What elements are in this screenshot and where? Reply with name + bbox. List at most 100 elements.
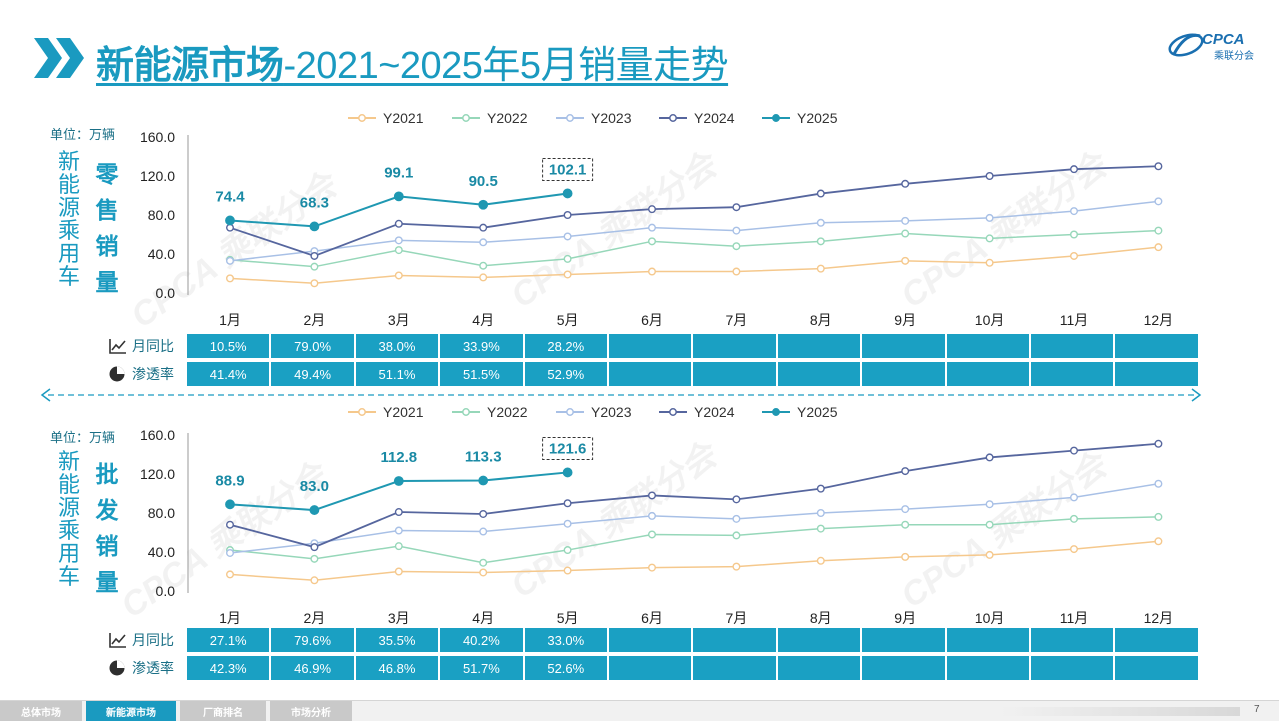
data-point-y2023 [394, 526, 403, 535]
data-point-y2022 [985, 234, 994, 243]
side-label-char: 新 [57, 449, 80, 474]
data-point-y2022 [816, 524, 825, 533]
trend-line-icon [109, 339, 126, 354]
x-tick-label: 9月 [894, 312, 916, 328]
data-point-y2021 [394, 271, 403, 280]
table-cell-yoy: 38.0% [355, 334, 439, 358]
separator-arrow-right [1191, 388, 1202, 402]
data-point-y2025 [309, 505, 320, 515]
x-tick-label: 5月 [557, 312, 579, 328]
row-label-text: 月同比 [132, 338, 174, 354]
data-point-y2022 [985, 520, 994, 529]
table-cell-pen: 46.8% [355, 656, 439, 680]
table-cell-yoy [777, 334, 861, 358]
side-label-char: 车 [57, 264, 80, 290]
legend-marker-y2023 [566, 408, 574, 416]
y-tick-label: 160.0 [140, 129, 175, 145]
data-point-y2024 [563, 499, 572, 508]
x-tick-label: 7月 [726, 312, 748, 328]
x-tick-label: 5月 [557, 610, 579, 626]
data-point-y2021 [816, 264, 825, 273]
legend-marker-y2023 [566, 114, 574, 122]
data-point-y2022 [1154, 226, 1163, 235]
cpca-logo: CPCA 乘联分会 [1168, 31, 1254, 62]
data-point-y2021 [310, 279, 319, 288]
x-tick-label: 9月 [894, 610, 916, 626]
legend-label-y2021: Y2021 [383, 404, 424, 420]
table-cell-yoy [609, 628, 692, 652]
table-cell-yoy: 27.1% [187, 628, 270, 652]
data-point-y2021 [479, 568, 488, 577]
double-chevron-icon [34, 38, 84, 78]
pie-chart-icon [109, 366, 125, 382]
table-cell-yoy [1115, 628, 1198, 652]
data-point-y2024 [648, 491, 657, 500]
tab-overall-market[interactable]: 总体市场 [0, 701, 82, 721]
table-cell-pen [777, 656, 861, 680]
data-label-y2025: 74.4 [215, 188, 245, 205]
data-point-y2023 [1069, 493, 1078, 502]
series-line-y2023 [229, 483, 1159, 554]
data-point-y2021 [732, 562, 741, 571]
x-tick-label: 10月 [975, 312, 1005, 328]
table-cell-yoy [693, 334, 776, 358]
table-cell-yoy [862, 334, 945, 358]
row-label-text: 渗透率 [132, 660, 174, 676]
data-point-y2024 [1154, 439, 1163, 448]
table-cell-pen: 46.9% [271, 656, 354, 680]
data-point-y2022 [1154, 512, 1163, 521]
logo-sub: 乘联分会 [1214, 49, 1254, 62]
data-point-y2022 [901, 229, 910, 238]
table-cell-yoy [862, 628, 945, 652]
tab-market-analysis[interactable]: 市场分析 [270, 701, 352, 721]
series-line-y2023 [229, 200, 1159, 262]
series-line-y2024 [229, 165, 1159, 257]
table-cell-pen: 51.5% [440, 362, 523, 386]
trend-line-icon [109, 633, 126, 648]
legend-label-y2024: Y2024 [694, 110, 735, 126]
data-point-y2022 [394, 246, 403, 255]
tab-nev-market[interactable]: 新能源市场 [86, 701, 176, 721]
table-cell-pen: 51.1% [355, 362, 439, 386]
data-point-y2021 [1069, 251, 1078, 260]
x-tick-label: 3月 [388, 312, 410, 328]
table-cell-yoy: 10.5% [187, 334, 270, 358]
y-tick-label: 120.0 [140, 466, 175, 482]
x-tick-label: 2月 [304, 312, 326, 328]
table-cell-pen [862, 656, 945, 680]
data-point-y2023 [1154, 479, 1163, 488]
y-tick-label: 40.0 [148, 246, 175, 262]
legend-marker-y2022 [462, 408, 470, 416]
row-label-yoy: 月同比 [108, 334, 198, 358]
data-point-y2025 [225, 499, 235, 510]
legend-marker-y2021 [358, 408, 366, 416]
data-point-y2024 [225, 520, 234, 529]
x-tick-label: 4月 [472, 312, 494, 328]
data-label-y2025: 99.1 [384, 164, 413, 181]
table-cell-pen [777, 362, 861, 386]
x-tick-label: 2月 [304, 610, 326, 626]
data-point-y2023 [563, 519, 572, 528]
data-point-y2021 [816, 556, 825, 565]
data-point-y2021 [648, 267, 657, 276]
legend-label-y2023: Y2023 [591, 404, 632, 420]
data-point-y2022 [310, 554, 319, 563]
data-point-y2023 [985, 213, 994, 222]
series-line-y2022 [229, 229, 1159, 268]
data-point-y2022 [563, 546, 572, 555]
data-point-y2024 [1069, 446, 1078, 455]
table-cell-yoy: 79.6% [271, 628, 354, 652]
tab-manufacturer-ranking[interactable]: 厂商排名 [180, 701, 266, 721]
data-point-y2022 [394, 542, 403, 551]
data-point-y2021 [1069, 545, 1078, 554]
table-cell-yoy: 79.0% [271, 334, 354, 358]
data-point-y2024 [225, 223, 234, 232]
side-label-char: 源 [57, 495, 80, 521]
chart-type-char: 量 [95, 269, 119, 296]
bottom-nav-bar: 总体市场 新能源市场 厂商排名 市场分析 7 [0, 700, 1279, 721]
y-tick-label: 160.0 [140, 427, 175, 443]
separator-arrow-left [40, 388, 51, 402]
side-label-char: 用 [57, 541, 80, 567]
side-label-char: 能 [57, 172, 80, 198]
data-point-y2025 [393, 476, 404, 486]
